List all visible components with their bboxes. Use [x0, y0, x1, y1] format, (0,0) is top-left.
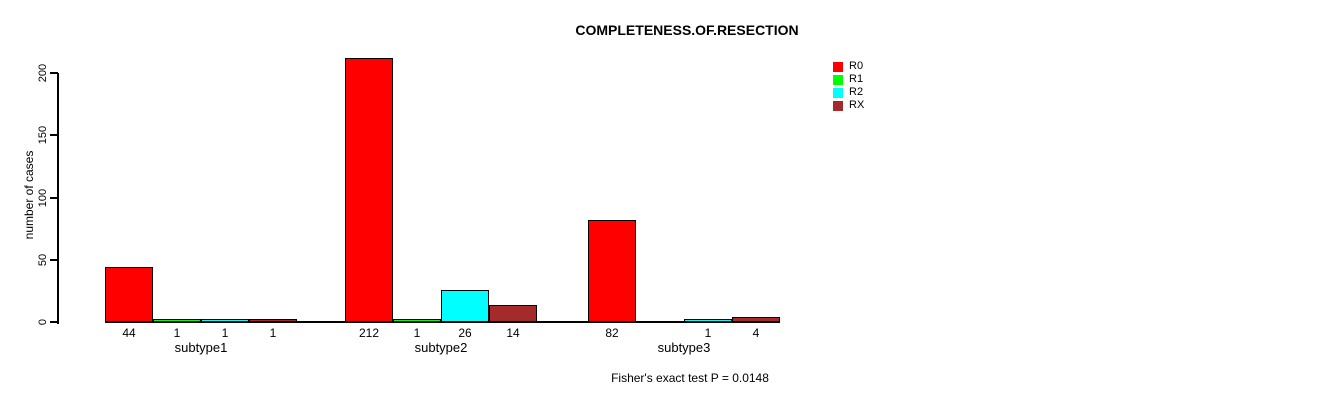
- bar-subtype1-R1: [153, 319, 201, 322]
- bar-value-subtype3-R0: 82: [605, 326, 619, 340]
- legend-label-R0: R0: [849, 60, 864, 72]
- y-tick-150: [50, 134, 58, 136]
- y-tick-label-100: 100: [37, 188, 49, 208]
- legend: R0 R1 R2 RX: [833, 60, 864, 112]
- y-tick-label-200: 200: [37, 63, 49, 83]
- legend-swatch-R1: [833, 74, 843, 85]
- annotation-text: Fisher's exact test P = 0.0148: [611, 371, 769, 385]
- legend-item-RX: RX: [833, 99, 864, 112]
- bar-subtype2-R1: [393, 319, 441, 322]
- bar-subtype2-R0: [345, 58, 393, 322]
- legend-swatch-R2: [833, 87, 843, 98]
- y-tick-label-0: 0: [37, 318, 49, 326]
- bar-value-subtype1-RX: 1: [269, 326, 277, 340]
- y-tick-label-150: 150: [37, 125, 49, 145]
- legend-item-R1: R1: [833, 73, 864, 86]
- bar-subtype2-RX: [489, 305, 537, 322]
- legend-item-R0: R0: [833, 60, 864, 73]
- y-tick-label-50: 50: [37, 253, 49, 267]
- bar-value-subtype2-R0: 212: [358, 326, 380, 340]
- y-tick-50: [50, 259, 58, 261]
- x-axis-baseline: [105, 321, 780, 323]
- bar-subtype1-R0: [105, 267, 153, 322]
- bar-subtype3-R2: [684, 319, 732, 322]
- y-tick-0: [50, 321, 58, 323]
- bar-value-subtype1-R2: 1: [221, 326, 229, 340]
- bar-value-subtype2-R1: 1: [413, 326, 421, 340]
- bar-value-subtype3-R2: 1: [704, 326, 712, 340]
- category-label-subtype1: subtype1: [174, 340, 228, 355]
- legend-swatch-R0: [833, 61, 843, 72]
- bar-subtype2-R2: [441, 290, 489, 322]
- bar-value-subtype2-R2: 26: [458, 326, 472, 340]
- legend-item-R2: R2: [833, 86, 864, 99]
- bar-value-subtype3-RX: 4: [752, 326, 760, 340]
- bar-value-subtype2-RX: 14: [506, 326, 520, 340]
- bar-value-subtype1-R1: 1: [173, 326, 181, 340]
- category-label-subtype3: subtype3: [657, 340, 711, 355]
- bar-subtype1-RX: [249, 319, 297, 322]
- category-label-subtype2: subtype2: [414, 340, 468, 355]
- y-tick-200: [50, 72, 58, 74]
- legend-label-RX: RX: [849, 99, 865, 111]
- legend-label-R1: R1: [849, 73, 864, 85]
- y-axis-line: [57, 73, 59, 324]
- bar-subtype3-R0: [588, 220, 636, 322]
- legend-swatch-RX: [833, 100, 843, 111]
- y-axis-title: number of cases: [22, 150, 36, 240]
- y-tick-100: [50, 197, 58, 199]
- bar-value-subtype1-R0: 44: [122, 326, 136, 340]
- chart-title: COMPLETENESS.OF.RESECTION: [575, 22, 799, 38]
- legend-label-R2: R2: [849, 86, 864, 98]
- bar-subtype1-R2: [201, 319, 249, 322]
- bar-subtype3-RX: [732, 317, 780, 322]
